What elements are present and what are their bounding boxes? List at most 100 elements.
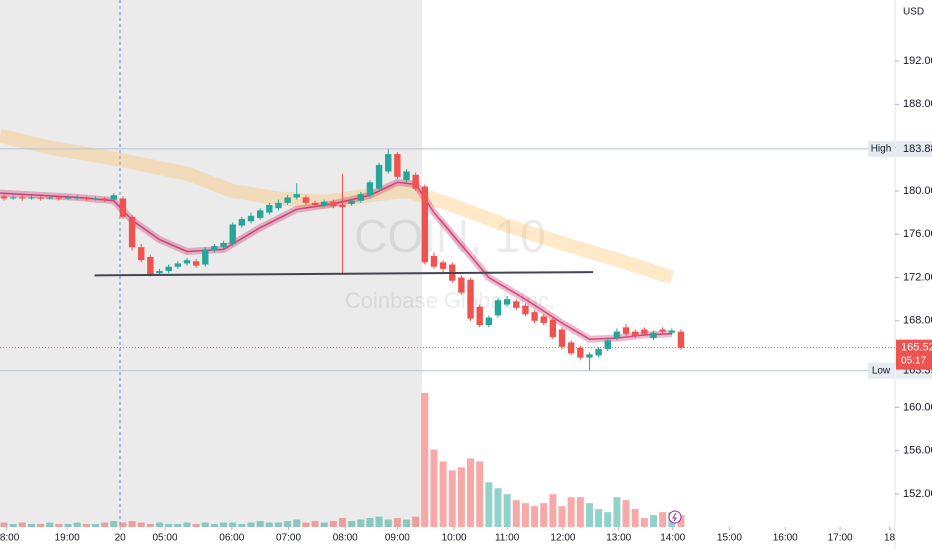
volume-bar (457, 467, 465, 527)
volume-bar (256, 521, 264, 527)
volume-bar (448, 470, 456, 527)
candle-body (28, 197, 35, 199)
candle-body (430, 255, 438, 267)
candle-body (421, 186, 429, 263)
candle-body (119, 198, 127, 217)
volume-bar (393, 518, 401, 527)
x-tick-label: 06:00 (219, 533, 244, 544)
y-tick-label: 192.00 (903, 55, 932, 67)
volume-bar (403, 519, 411, 527)
candle-body (494, 300, 502, 316)
extended-session-shade (0, 0, 422, 527)
last-price: 165.52 (901, 342, 932, 354)
volume-bar (421, 392, 429, 527)
volume-bar (146, 524, 154, 527)
candle-body (202, 249, 209, 265)
candle-body (284, 197, 291, 203)
candle-body (138, 247, 145, 261)
volume-bar (183, 522, 191, 527)
x-tick-label: 05:00 (153, 533, 178, 544)
marker-tag (868, 362, 895, 379)
volume-bar (82, 524, 90, 527)
y-tick-label: 160.00 (903, 401, 932, 413)
x-tick-label: 20 (115, 533, 127, 544)
candle-body (503, 299, 511, 305)
volume-bar (46, 522, 54, 527)
candle-body (348, 200, 355, 204)
candle-body (439, 262, 447, 269)
currency: USD (903, 7, 924, 18)
candle-body (403, 171, 410, 181)
volume-bar (467, 458, 475, 527)
candle-body (531, 312, 538, 321)
volume-bar (247, 522, 255, 527)
candle-body (19, 197, 26, 199)
volume-bar (485, 482, 493, 527)
y-tick-label: 188.00 (903, 98, 932, 110)
volume-bar (412, 516, 420, 527)
volume-bar (439, 461, 447, 527)
candle-body (659, 329, 666, 332)
volume-bar (265, 522, 273, 527)
marker-label: Low (872, 365, 891, 376)
candle-body (549, 319, 557, 338)
candle-body (668, 330, 675, 333)
volume-bar (512, 500, 520, 527)
candle-body (622, 327, 630, 334)
candle-body (183, 260, 191, 264)
volume-bar (73, 522, 81, 527)
x-tick-label: 19:00 (55, 533, 80, 544)
volume-bar (201, 522, 209, 527)
volume-bar (503, 494, 511, 527)
volume-bar (540, 503, 548, 527)
candle-body (677, 331, 685, 348)
volume-bar (0, 522, 8, 527)
event-icon[interactable] (668, 510, 682, 524)
volume-bar (640, 518, 648, 527)
plot (0, 128, 685, 527)
volume-bar (92, 524, 100, 527)
volume-bar (274, 522, 282, 527)
x-tick-label: 10:00 (442, 533, 467, 544)
candle-body (513, 301, 520, 308)
volume-bar (366, 518, 374, 527)
volume-bar (521, 503, 529, 527)
x-tick-label: 08:00 (333, 533, 358, 544)
candle-body (330, 201, 337, 207)
volume-bar (18, 522, 26, 527)
candle-body (266, 204, 273, 213)
candle-body (394, 154, 401, 177)
volume-bar (631, 509, 639, 527)
candle-body (641, 329, 648, 334)
y-tick-label: 152.00 (903, 488, 932, 500)
x-tick-label: 12:00 (550, 533, 575, 544)
candle-body (385, 154, 392, 172)
volume-bar (604, 512, 612, 527)
volume-bar (650, 515, 658, 527)
volume-bar (55, 524, 63, 527)
last-price-box (896, 339, 932, 370)
trendline (94, 271, 594, 277)
volume-bar (659, 512, 667, 527)
candle-body (83, 197, 90, 199)
candle-body (101, 198, 108, 200)
candle-body (0, 196, 8, 199)
candle-body (375, 164, 383, 189)
x-tick-label: 13:00 (606, 533, 631, 544)
volume-bar (128, 521, 136, 527)
y-tick-label: 172.00 (903, 271, 932, 283)
volume-bar (677, 515, 685, 527)
candle-body (9, 197, 17, 199)
x-tick-label: 15:00 (717, 533, 742, 544)
candle-body (613, 331, 621, 339)
candle-body (92, 198, 99, 200)
marker-label: High (871, 144, 892, 155)
volume-bar (430, 449, 438, 527)
candle-body (229, 224, 236, 244)
candle-body (74, 197, 81, 199)
marker-tag (868, 140, 895, 157)
x-tick-label: 11:00 (495, 533, 520, 544)
volume-bar (192, 524, 200, 527)
volume-bar (558, 506, 566, 527)
